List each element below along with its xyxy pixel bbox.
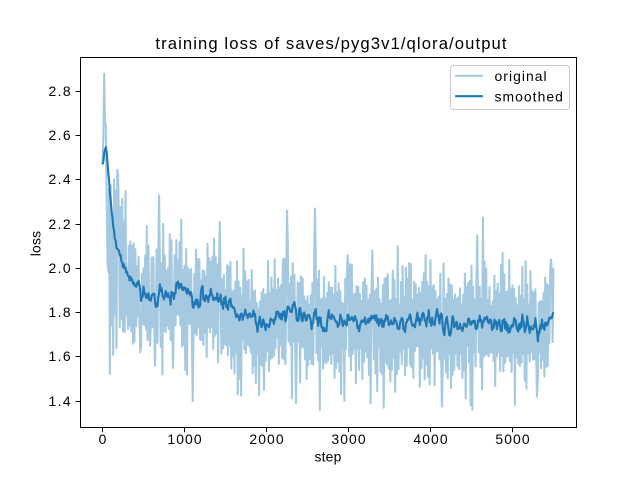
svg-text:smoothed: smoothed — [495, 89, 564, 105]
svg-text:loss: loss — [28, 231, 44, 257]
svg-text:4000: 4000 — [413, 431, 448, 447]
svg-text:1000: 1000 — [167, 431, 202, 447]
svg-text:original: original — [495, 68, 548, 84]
svg-text:2.2: 2.2 — [48, 216, 72, 232]
svg-text:training loss of saves/pyg3v1/: training loss of saves/pyg3v1/qlora/outp… — [155, 34, 507, 53]
svg-text:2.4: 2.4 — [48, 171, 72, 187]
svg-text:2.0: 2.0 — [48, 260, 72, 276]
svg-text:5000: 5000 — [495, 431, 530, 447]
svg-text:1.8: 1.8 — [48, 304, 72, 320]
svg-text:3000: 3000 — [331, 431, 366, 447]
svg-text:2.8: 2.8 — [48, 83, 72, 99]
svg-text:2.6: 2.6 — [48, 127, 72, 143]
svg-text:1.4: 1.4 — [48, 393, 72, 409]
svg-text:2000: 2000 — [249, 431, 284, 447]
svg-text:1.6: 1.6 — [48, 348, 72, 364]
svg-text:step: step — [314, 448, 341, 464]
svg-text:0: 0 — [99, 431, 108, 447]
